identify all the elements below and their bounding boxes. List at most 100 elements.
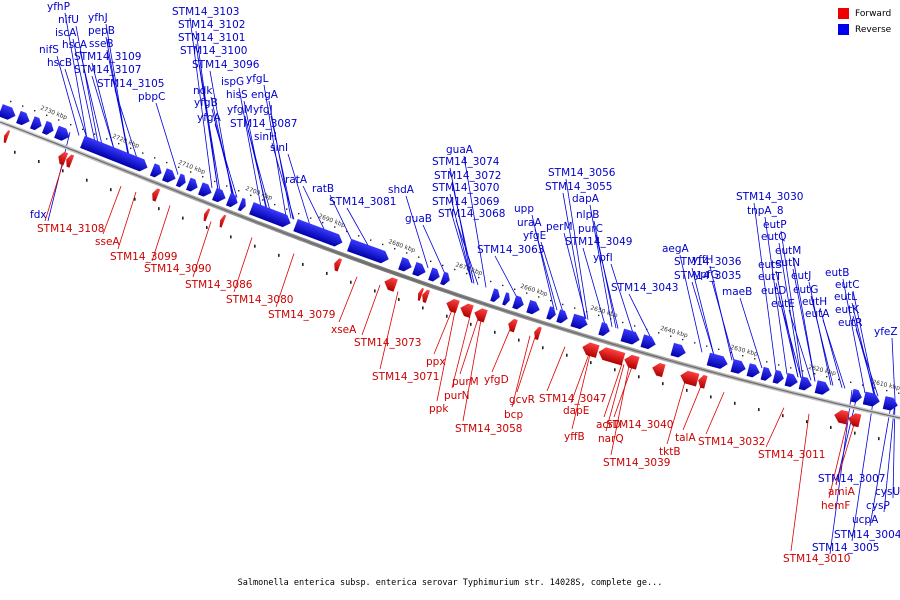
legend-reverse: Reverse: [838, 24, 891, 35]
forward-swatch: [838, 8, 849, 19]
reverse-leader-46: [565, 178, 589, 320]
top-track-dot-610: [610, 318, 612, 320]
reverse-label-74: eutB: [825, 267, 849, 279]
bottom-track-mark-10: [14, 150, 16, 154]
forward-label-12: purN: [444, 390, 470, 402]
forward-leader-20: [603, 363, 623, 418]
forward-leader-1: [102, 185, 122, 235]
forward-label-22: narQ: [598, 433, 624, 445]
bottom-track-mark-226: [230, 235, 232, 239]
bottom-track-mark-346: [350, 280, 352, 284]
reverse-label-67: eutT: [758, 271, 782, 283]
reverse-gene-28: [598, 322, 610, 337]
top-track-dot-274: [274, 203, 276, 206]
forward-label-19: dapE: [563, 405, 589, 417]
reverse-label-8: hscB: [47, 57, 72, 69]
top-track-dot-154: [154, 157, 156, 159]
reverse-label-72: eutH: [802, 296, 827, 308]
forward-gene-56: [508, 318, 518, 333]
top-track-dot-106: [106, 138, 108, 140]
tick-label-4: 2690 kbp: [317, 213, 346, 229]
forward-leader-7: [338, 276, 358, 323]
reverse-label-35: guaA: [446, 144, 474, 156]
reverse-label-39: STM14_3069: [432, 196, 499, 208]
forward-leader-29: [835, 424, 855, 485]
reverse-label-62: eutP: [763, 219, 787, 231]
leader-lines: [44, 12, 896, 555]
reverse-gene-13: [237, 197, 246, 212]
top-track-dot-862: [862, 384, 864, 386]
tick-label-0: 2730 kbp: [39, 105, 68, 122]
reverse-label-45: perM: [546, 221, 573, 233]
reverse-label-7: sseB: [89, 38, 114, 50]
reverse-leader-43: [540, 241, 564, 313]
reverse-label-61: tnpA_8: [747, 205, 784, 217]
top-track-dot-478: [478, 276, 480, 279]
forward-leader-27: [705, 392, 725, 435]
forward-leader-15: [462, 319, 482, 422]
reverse-gene-22: [502, 292, 510, 306]
reverse-leader-66: [792, 268, 816, 382]
bottom-track-mark-466: [470, 322, 472, 326]
backbone-core: [0, 121, 900, 419]
top-track-dot-454: [454, 268, 456, 271]
top-track-dot-178: [178, 166, 180, 169]
forward-label-7: xseA: [331, 324, 357, 336]
reverse-gene-12: [225, 193, 238, 208]
top-track-dot-130: [130, 147, 132, 150]
top-track-dot-706: [706, 345, 708, 347]
top-track-dot-634: [634, 325, 636, 327]
reverse-label-47: STM14_3055: [545, 181, 612, 193]
bottom-track-mark-538: [542, 346, 544, 350]
reverse-leader-73: [822, 319, 846, 389]
reverse-leader-30: [302, 185, 326, 232]
reverse-label-27: STM14_3087: [230, 118, 297, 130]
reverse-gene-40: [850, 388, 862, 403]
reverse-leader-21: [211, 108, 235, 197]
forward-leader-9: [379, 291, 399, 370]
reverse-label-3: iscA: [55, 27, 77, 39]
reverse-leader-37: [451, 181, 475, 284]
reverse-leader-84: [869, 399, 893, 527]
reverse-label-42: uraA: [517, 217, 542, 229]
forward-label-30: hemF: [821, 500, 850, 512]
reverse-leader-79: [891, 337, 896, 400]
top-track-dot-754: [754, 358, 756, 360]
top-track-dot-838: [838, 378, 840, 381]
reverse-gene-5: [80, 135, 148, 172]
top-track-dot-586: [586, 311, 588, 313]
reverse-gene-23: [512, 295, 524, 310]
tick-label-5: 2680 kbp: [387, 238, 416, 254]
legend-reverse-label: Reverse: [855, 24, 892, 35]
reverse-leader-3: [72, 38, 96, 142]
top-track-dot-874: [874, 387, 876, 389]
reverse-leader-0: [64, 12, 88, 139]
reverse-leader-85: [851, 395, 875, 542]
top-track-dot-298: [298, 212, 300, 215]
top-track-dot-658: [658, 332, 660, 334]
forward-leader-30: [828, 422, 848, 499]
reverse-label-28: sinH: [254, 131, 277, 143]
reverse-leader-5: [56, 55, 80, 136]
forward-gene-48: [219, 214, 227, 228]
bottom-track-mark-130: [134, 197, 136, 201]
top-track-dot-406: [406, 252, 408, 254]
reverse-gene-32: [706, 352, 728, 369]
tick-label-2: 2710 kbp: [177, 159, 206, 176]
tick-label-11: 2620 kbp: [808, 364, 837, 378]
bottom-track-mark-874: [878, 437, 880, 441]
reverse-leader-29: [287, 153, 311, 226]
forward-gene-53: [446, 298, 460, 314]
reverse-gene-39: [814, 380, 830, 395]
reverse-label-11: STM14_3105: [97, 78, 164, 90]
reverse-label-6: hscA: [62, 39, 88, 51]
forward-leader-21: [571, 354, 591, 430]
reverse-label-65: eutS: [758, 259, 782, 271]
forward-label-11: purM: [452, 376, 479, 388]
top-track-dot-46: [46, 114, 48, 117]
top-track-dot-790: [790, 367, 792, 369]
reverse-label-4: pepB: [88, 25, 115, 37]
reverse-label-84: ucpA: [852, 514, 879, 526]
reverse-label-41: upp: [514, 203, 534, 215]
reverse-leader-44: [494, 255, 518, 298]
